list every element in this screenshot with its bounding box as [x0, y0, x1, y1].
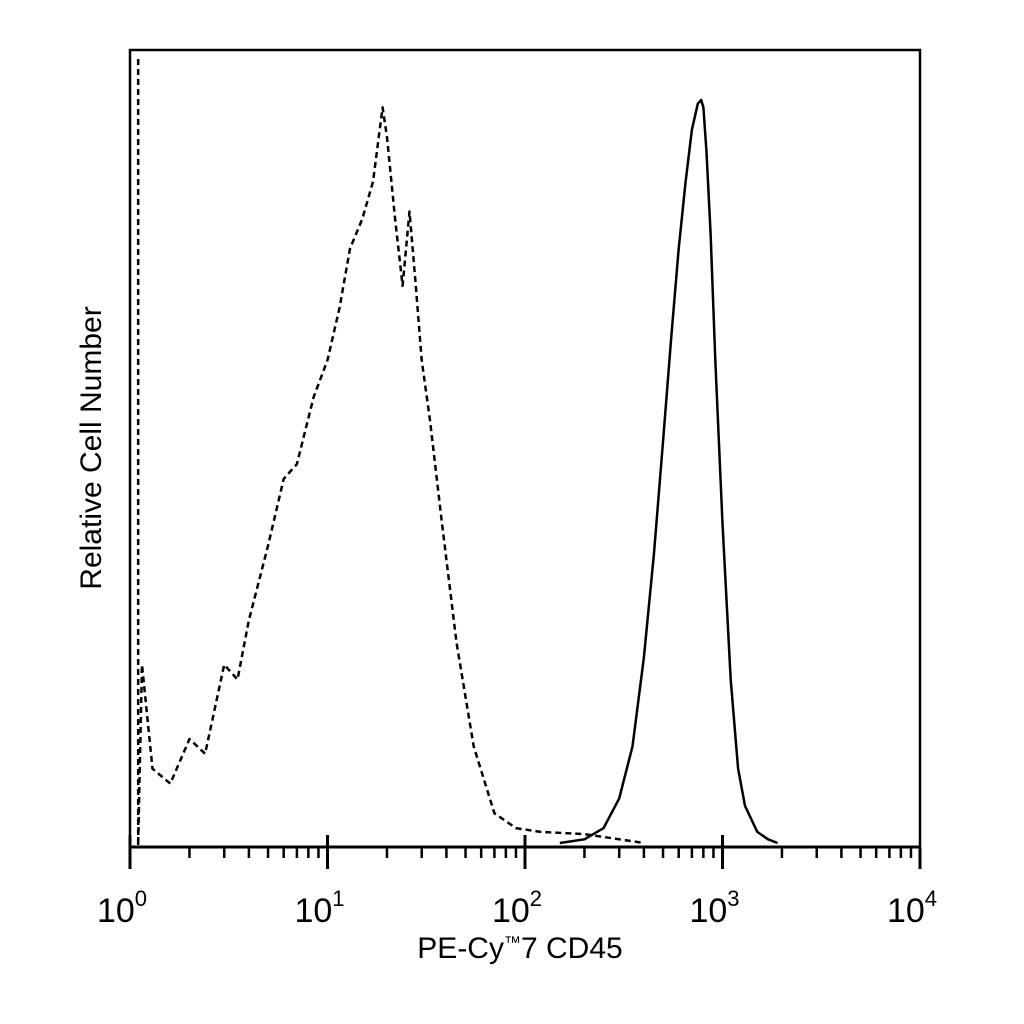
y-axis-title: Relative Cell Number: [75, 306, 108, 589]
x-tick-labels: 100 101 102 103 104: [97, 886, 937, 930]
plot-frame: [128, 48, 922, 849]
x-tick-label: 101: [294, 886, 344, 930]
x-tick-label: 100: [97, 886, 147, 930]
x-tick-label: 104: [887, 886, 937, 930]
series-line-solid: [559, 98, 779, 845]
x-ticks: [128, 835, 922, 869]
series-layer: [136, 58, 779, 845]
x-tick-label: 103: [689, 886, 739, 930]
x-axis-title: PE-Cy™7 CD45: [417, 932, 622, 965]
x-tick-label: 102: [492, 886, 542, 930]
